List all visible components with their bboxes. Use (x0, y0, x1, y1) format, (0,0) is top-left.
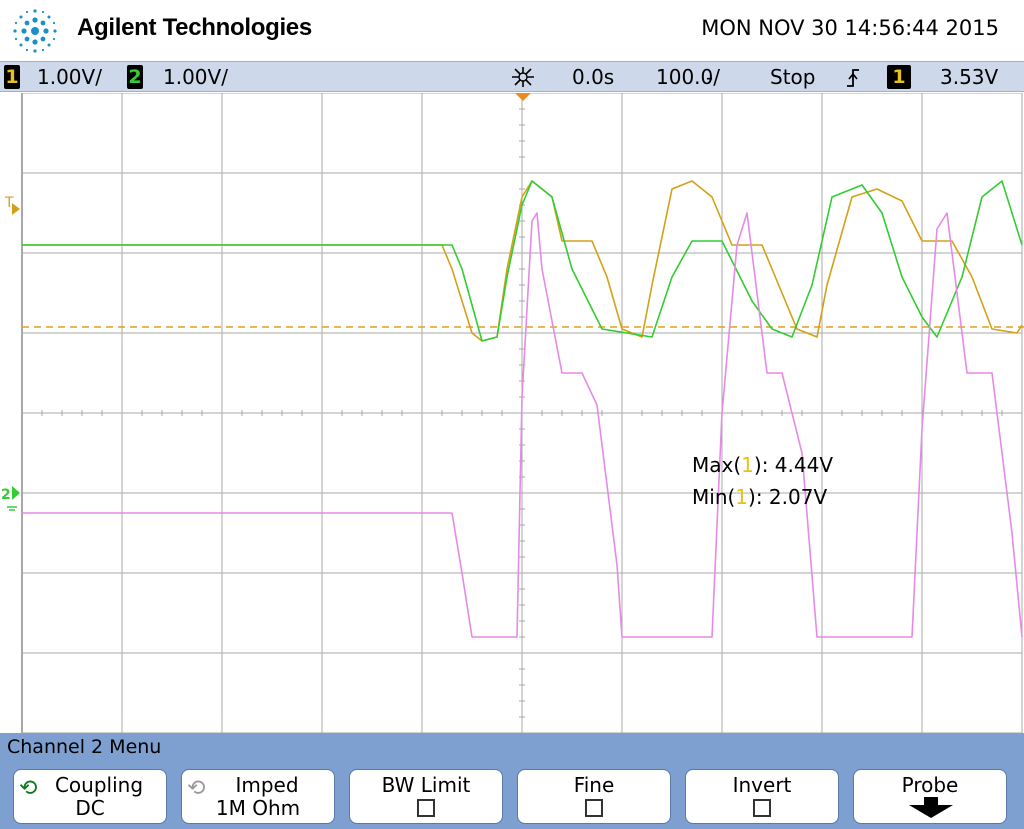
trace-channel-2 (22, 180, 1023, 342)
arrow-down-icon (909, 797, 953, 818)
softkey-label: Invert (732, 773, 792, 797)
softkey-label: Fine (573, 773, 615, 797)
trigger-source-badge[interactable]: 1 (887, 65, 911, 89)
bw-limit-softkey[interactable]: BW Limit (349, 769, 503, 824)
fine-checkbox[interactable] (585, 799, 603, 817)
trace-channel-3 (22, 212, 1023, 638)
run-state[interactable]: Stop (770, 65, 816, 89)
ground-arrow-icon (12, 486, 20, 500)
cycle-icon: ⟲ (19, 776, 38, 801)
fine-softkey[interactable]: Fine (517, 769, 671, 824)
delay-value[interactable]: 0.0s (572, 65, 615, 89)
invert-softkey[interactable]: Invert (685, 769, 839, 824)
brand-name: Agilent Technologies (77, 14, 312, 41)
delay-icon (512, 67, 534, 87)
trigger-arrow-icon (12, 203, 20, 215)
rising-edge-icon (847, 69, 859, 87)
ch1-scale[interactable]: 1.00V/ (37, 65, 102, 89)
ch2-badge[interactable]: 2 (127, 65, 143, 89)
trigger-position-marker (515, 93, 531, 101)
cycle-icon: ⟲ (187, 776, 206, 801)
ch2-ground-marker: 2 (1, 487, 11, 503)
timebase-value[interactable]: 100.0̵/ (656, 65, 720, 89)
status-bar: 1 1.00V/ 2 1.00V/ 0.0s 100.0̵/ Stop 1 3.… (0, 61, 1024, 92)
trigger-level[interactable]: 3.53V (940, 65, 999, 89)
softkey-label: Coupling (54, 773, 144, 797)
bw-limit-checkbox[interactable] (417, 799, 435, 817)
grid (21, 92, 1023, 734)
softkey-label: Probe (901, 773, 959, 797)
trigger-level-marker: T (4, 195, 14, 211)
softkey-label: BW Limit (381, 773, 471, 797)
menu-title-bar: Channel 2 Menu (0, 733, 1024, 762)
waveform-plot: T 2 Max(1): 4.44V Min(1): 2.07V (1, 92, 1024, 734)
invert-checkbox[interactable] (753, 799, 771, 817)
softkey-value: 1M Ohm (215, 796, 301, 820)
agilent-spark-logo (13, 9, 57, 53)
header-bar: Agilent Technologies MON NOV 30 14:56:44… (0, 0, 1024, 61)
date-time: MON NOV 30 14:56:44 2015 (701, 16, 999, 40)
measurement-min: Min(1): 2.07V (692, 485, 827, 509)
softkey-value: DC (75, 796, 105, 820)
probe-softkey[interactable]: Probe (853, 769, 1007, 824)
coupling-softkey[interactable]: ⟲ Coupling DC (13, 769, 167, 824)
imped-softkey[interactable]: ⟲ Imped 1M Ohm (181, 769, 335, 824)
waveform-display[interactable]: T 2 Max(1): 4.44V Min(1): 2.07V (0, 92, 1024, 734)
softkey-bar: ⟲ Coupling DC ⟲ Imped 1M Ohm BW Limit Fi… (0, 762, 1024, 829)
ch2-scale[interactable]: 1.00V/ (163, 65, 228, 89)
softkey-label: Imped (235, 773, 299, 797)
traces (22, 180, 1023, 638)
menu-title: Channel 2 Menu (7, 736, 162, 758)
ch1-badge[interactable]: 1 (4, 65, 20, 89)
measurement-max: Max(1): 4.44V (692, 453, 833, 477)
